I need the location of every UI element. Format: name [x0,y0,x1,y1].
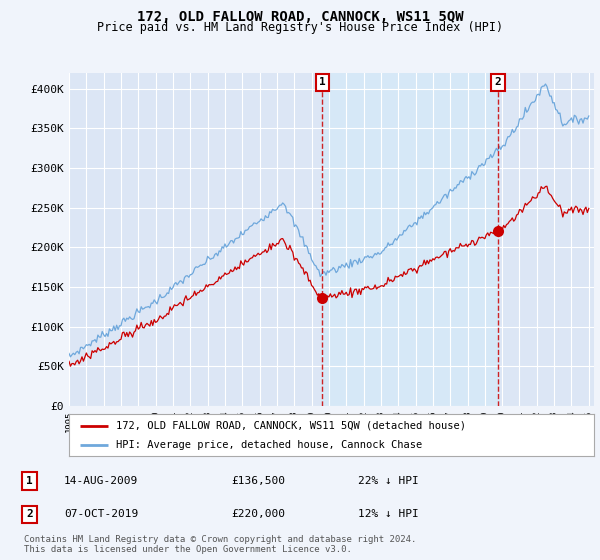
Text: 2: 2 [26,510,32,520]
Text: 12% ↓ HPI: 12% ↓ HPI [358,510,418,520]
Text: 1: 1 [319,77,326,87]
Text: Price paid vs. HM Land Registry's House Price Index (HPI): Price paid vs. HM Land Registry's House … [97,21,503,34]
Text: 22% ↓ HPI: 22% ↓ HPI [358,476,418,486]
Text: 2: 2 [495,77,502,87]
Text: 07-OCT-2019: 07-OCT-2019 [64,510,138,520]
Text: HPI: Average price, detached house, Cannock Chase: HPI: Average price, detached house, Cann… [116,440,422,450]
Text: 14-AUG-2009: 14-AUG-2009 [64,476,138,486]
Text: 1: 1 [26,476,32,486]
Text: 172, OLD FALLOW ROAD, CANNOCK, WS11 5QW: 172, OLD FALLOW ROAD, CANNOCK, WS11 5QW [137,10,463,24]
Text: £220,000: £220,000 [231,510,285,520]
Text: Contains HM Land Registry data © Crown copyright and database right 2024.
This d: Contains HM Land Registry data © Crown c… [24,535,416,554]
Bar [322,73,498,406]
Text: 172, OLD FALLOW ROAD, CANNOCK, WS11 5QW (detached house): 172, OLD FALLOW ROAD, CANNOCK, WS11 5QW … [116,421,466,431]
Text: £136,500: £136,500 [231,476,285,486]
